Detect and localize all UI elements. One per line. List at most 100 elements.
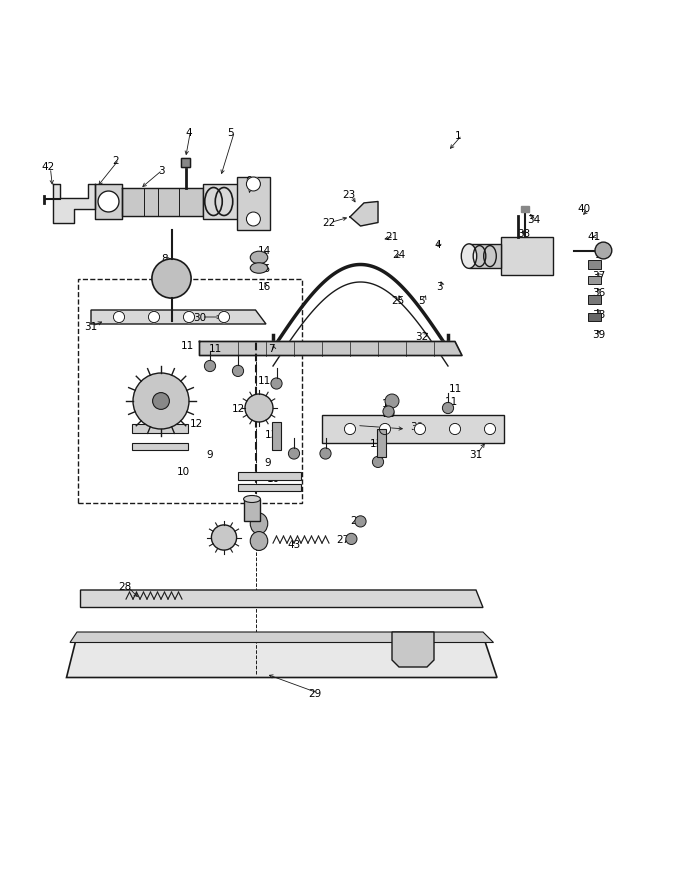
- Text: 31: 31: [85, 322, 97, 332]
- Polygon shape: [122, 189, 203, 216]
- Text: 29: 29: [309, 688, 321, 698]
- Circle shape: [245, 394, 273, 423]
- Text: 30: 30: [193, 313, 206, 323]
- Text: 12: 12: [190, 419, 202, 429]
- Text: 23: 23: [342, 190, 355, 200]
- Circle shape: [133, 374, 189, 429]
- Polygon shape: [237, 178, 270, 231]
- Text: 42: 42: [41, 163, 54, 173]
- Circle shape: [246, 213, 260, 227]
- Text: 9: 9: [264, 458, 271, 468]
- Polygon shape: [80, 590, 483, 608]
- Ellipse shape: [251, 513, 267, 535]
- Text: 25: 25: [391, 295, 404, 305]
- Text: 20: 20: [382, 409, 395, 418]
- Text: 33: 33: [517, 229, 530, 239]
- Text: 34: 34: [527, 215, 540, 224]
- Bar: [272, 423, 281, 451]
- Circle shape: [98, 192, 119, 213]
- Circle shape: [204, 361, 216, 372]
- Circle shape: [113, 312, 125, 324]
- Text: 11: 11: [445, 397, 458, 407]
- Circle shape: [153, 393, 169, 410]
- Polygon shape: [500, 237, 553, 275]
- Polygon shape: [199, 342, 462, 356]
- Text: 28: 28: [118, 582, 131, 592]
- Text: 8: 8: [161, 253, 168, 263]
- Text: 3: 3: [158, 165, 164, 176]
- Text: 4: 4: [186, 127, 192, 138]
- Text: 27: 27: [337, 535, 349, 544]
- Text: 31: 31: [470, 449, 482, 459]
- Text: 2: 2: [112, 156, 119, 165]
- Text: 10: 10: [267, 474, 279, 484]
- Text: 9: 9: [206, 449, 214, 459]
- Circle shape: [183, 312, 195, 324]
- Polygon shape: [70, 632, 494, 643]
- Circle shape: [383, 407, 394, 417]
- Text: 26: 26: [351, 516, 363, 526]
- Polygon shape: [203, 185, 238, 220]
- Text: 13: 13: [265, 429, 278, 440]
- Circle shape: [288, 449, 300, 460]
- Ellipse shape: [251, 264, 267, 274]
- Text: 32: 32: [415, 332, 428, 342]
- Polygon shape: [52, 185, 94, 224]
- Circle shape: [385, 394, 399, 409]
- Text: 5: 5: [418, 295, 425, 305]
- Bar: [238, 484, 301, 491]
- Text: 3: 3: [436, 282, 443, 291]
- Circle shape: [346, 534, 357, 544]
- Text: 1: 1: [455, 131, 462, 141]
- Text: 13: 13: [370, 439, 383, 449]
- Text: 16: 16: [258, 282, 271, 291]
- Bar: [521, 207, 529, 213]
- Circle shape: [271, 378, 282, 390]
- Circle shape: [232, 366, 244, 377]
- Text: 5: 5: [228, 127, 234, 138]
- Text: 12: 12: [232, 403, 244, 414]
- Circle shape: [152, 259, 191, 299]
- Text: 6: 6: [245, 176, 252, 186]
- Bar: [588, 296, 601, 304]
- Text: 19: 19: [382, 399, 395, 409]
- Text: 36: 36: [592, 288, 605, 299]
- Text: 11: 11: [209, 344, 222, 354]
- Polygon shape: [469, 244, 501, 269]
- Circle shape: [484, 424, 496, 435]
- Polygon shape: [322, 416, 504, 443]
- Text: 11: 11: [181, 341, 194, 350]
- Circle shape: [372, 457, 384, 468]
- Polygon shape: [350, 202, 378, 227]
- Bar: [78, 279, 302, 503]
- Ellipse shape: [461, 245, 477, 269]
- Bar: [132, 425, 188, 433]
- Text: 10: 10: [177, 467, 190, 477]
- Text: 38: 38: [592, 309, 605, 319]
- Circle shape: [218, 312, 230, 324]
- Text: 14: 14: [258, 246, 271, 257]
- Polygon shape: [392, 632, 434, 667]
- Text: 1: 1: [595, 249, 602, 260]
- Text: 30: 30: [410, 421, 423, 431]
- Circle shape: [414, 424, 426, 435]
- Ellipse shape: [251, 252, 267, 265]
- Polygon shape: [66, 636, 497, 678]
- Ellipse shape: [251, 532, 267, 551]
- Circle shape: [442, 403, 454, 414]
- Text: 39: 39: [592, 330, 605, 340]
- Circle shape: [449, 424, 461, 435]
- Text: 17: 17: [246, 512, 258, 522]
- Circle shape: [246, 178, 260, 192]
- Circle shape: [320, 449, 331, 460]
- Polygon shape: [94, 185, 122, 220]
- Bar: [588, 261, 601, 269]
- Text: 40: 40: [578, 204, 591, 215]
- Text: 11: 11: [449, 384, 461, 394]
- Circle shape: [211, 526, 237, 551]
- Bar: [238, 472, 301, 481]
- Polygon shape: [91, 310, 266, 325]
- Text: 24: 24: [393, 249, 405, 260]
- Bar: [377, 429, 386, 458]
- Bar: [588, 276, 601, 285]
